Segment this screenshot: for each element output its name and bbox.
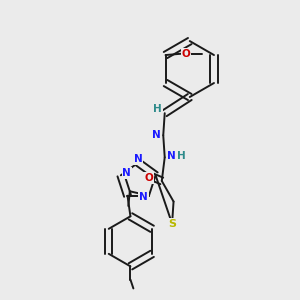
Text: N: N bbox=[139, 192, 148, 202]
Text: H: H bbox=[177, 151, 186, 161]
Text: N: N bbox=[152, 130, 161, 140]
Text: O: O bbox=[182, 49, 190, 58]
Text: S: S bbox=[168, 219, 176, 229]
Text: N: N bbox=[134, 154, 142, 164]
Text: N: N bbox=[167, 151, 176, 161]
Text: N: N bbox=[122, 168, 131, 178]
Text: H: H bbox=[153, 104, 162, 114]
Text: O: O bbox=[144, 173, 153, 183]
